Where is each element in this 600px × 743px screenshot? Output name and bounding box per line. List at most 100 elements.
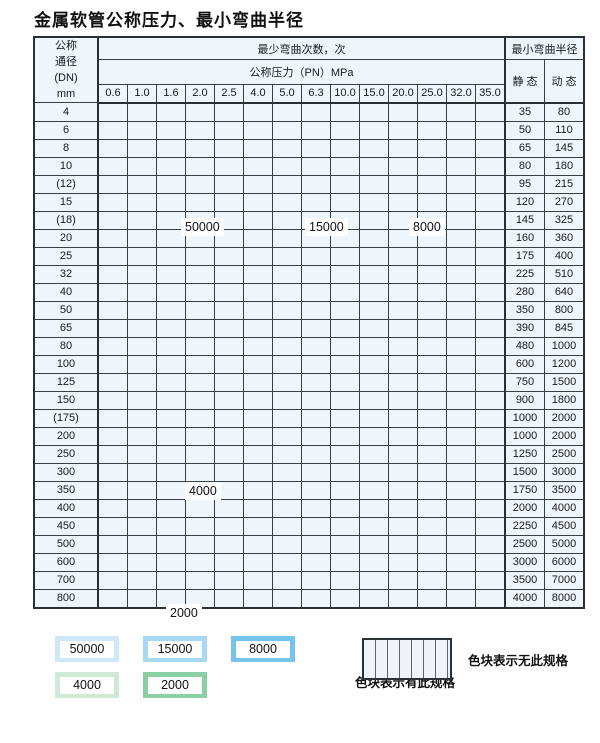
matrix-cell [243, 408, 273, 428]
matrix-cell [214, 138, 244, 158]
matrix-cell [301, 318, 331, 338]
pressure-column-header: 6.3 [301, 83, 331, 104]
dynamic-radius-cell: 145 [544, 138, 585, 158]
matrix-cell [214, 498, 244, 518]
matrix-cell [417, 426, 447, 446]
static-radius-cell: 3500 [504, 570, 545, 590]
dynamic-radius-cell: 270 [544, 192, 585, 212]
matrix-cell [185, 426, 215, 446]
matrix-cell [446, 300, 476, 320]
matrix-cell [243, 120, 273, 140]
static-radius-cell: 2250 [504, 516, 545, 536]
matrix-cell [330, 372, 360, 392]
matrix-cell [185, 588, 215, 609]
matrix-cell [156, 534, 186, 554]
matrix-cell [156, 228, 186, 248]
matrix-cell [475, 426, 506, 446]
matrix-cell [475, 390, 506, 410]
matrix-cell [301, 192, 331, 212]
matrix-cell [97, 390, 128, 410]
pressure-column-header: 1.0 [127, 83, 157, 104]
table-body: 4 35 80 6 50 110 8 65 145 10 80 180 (12) 95 215 15 120 27… [33, 102, 585, 609]
matrix-cell [185, 174, 215, 194]
table-row: 125 750 1500 [33, 372, 585, 392]
matrix-cell [417, 102, 447, 122]
matrix-cell [127, 156, 157, 176]
matrix-cell [301, 426, 331, 446]
dynamic-radius-cell: 6000 [544, 552, 585, 572]
matrix-cell [272, 210, 302, 230]
legend-swatch-label: 8000 [236, 640, 290, 658]
matrix-cell [475, 516, 506, 536]
legend-swatch-label: 4000 [60, 676, 114, 694]
matrix-cell [301, 264, 331, 284]
matrix-cell [388, 174, 418, 194]
table-row: 350 1750 3500 [33, 480, 585, 500]
matrix-cell [330, 318, 360, 338]
matrix-cell [243, 282, 273, 302]
matrix-cell [330, 264, 360, 284]
matrix-cell [388, 390, 418, 410]
matrix-cell [272, 120, 302, 140]
static-radius-cell: 280 [504, 282, 545, 302]
matrix-cell [446, 552, 476, 572]
matrix-cell [359, 282, 389, 302]
matrix-cell [359, 462, 389, 482]
matrix-cell [272, 138, 302, 158]
matrix-cell [185, 354, 215, 374]
spec-table-wrapper: 公称 通径 (DN) mm 最少弯曲次数，次 最小弯曲半径 公称压力（PN）MP… [33, 36, 585, 622]
static-radius-cell: 160 [504, 228, 545, 248]
matrix-cell [156, 102, 186, 122]
matrix-cell [272, 372, 302, 392]
matrix-cell [243, 498, 273, 518]
matrix-cell [446, 102, 476, 122]
dn-value-cell: 8 [33, 138, 99, 158]
dn-value-cell: 80 [33, 336, 99, 356]
matrix-cell [330, 174, 360, 194]
matrix-cell [301, 372, 331, 392]
matrix-cell [272, 318, 302, 338]
matrix-cell [185, 246, 215, 266]
table-row: 8 65 145 [33, 138, 585, 158]
matrix-cell [156, 120, 186, 140]
matrix-cell [243, 174, 273, 194]
matrix-cell [301, 390, 331, 410]
table-row: 600 3000 6000 [33, 552, 585, 572]
matrix-cell [97, 318, 128, 338]
matrix-cell [301, 138, 331, 158]
dn-value-cell: 100 [33, 354, 99, 374]
matrix-cell [475, 552, 506, 572]
matrix-cell [214, 588, 244, 609]
static-radius-cell: 350 [504, 300, 545, 320]
header-row-2: 公称压力（PN）MPa 静 态 动 态 [34, 59, 585, 104]
matrix-cell [185, 102, 215, 122]
matrix-cell [272, 480, 302, 500]
dynamic-radius-cell: 1800 [544, 390, 585, 410]
dynamic-radius-cell: 80 [544, 102, 585, 122]
matrix-cell [359, 498, 389, 518]
matrix-cell [446, 570, 476, 590]
matrix-cell [388, 426, 418, 446]
matrix-cell [243, 390, 273, 410]
matrix-cell [97, 192, 128, 212]
dn-header-line-1: 通径 [55, 56, 77, 68]
pressure-column-header: 35.0 [475, 83, 506, 104]
matrix-cell [475, 246, 506, 266]
matrix-cell [243, 462, 273, 482]
matrix-cell [359, 246, 389, 266]
matrix-cell [359, 408, 389, 428]
table-row: 800 4000 8000 [33, 588, 585, 609]
matrix-cell [156, 372, 186, 392]
matrix-cell [417, 120, 447, 140]
matrix-cell [301, 174, 331, 194]
dynamic-radius-cell: 7000 [544, 570, 585, 590]
matrix-cell [301, 156, 331, 176]
matrix-cell [330, 102, 360, 122]
matrix-cell [156, 318, 186, 338]
matrix-cell [243, 156, 273, 176]
dynamic-radius-cell: 2000 [544, 408, 585, 428]
matrix-cell [97, 372, 128, 392]
static-radius-cell: 1000 [504, 426, 545, 446]
matrix-cell [97, 462, 128, 482]
matrix-cell [127, 228, 157, 248]
